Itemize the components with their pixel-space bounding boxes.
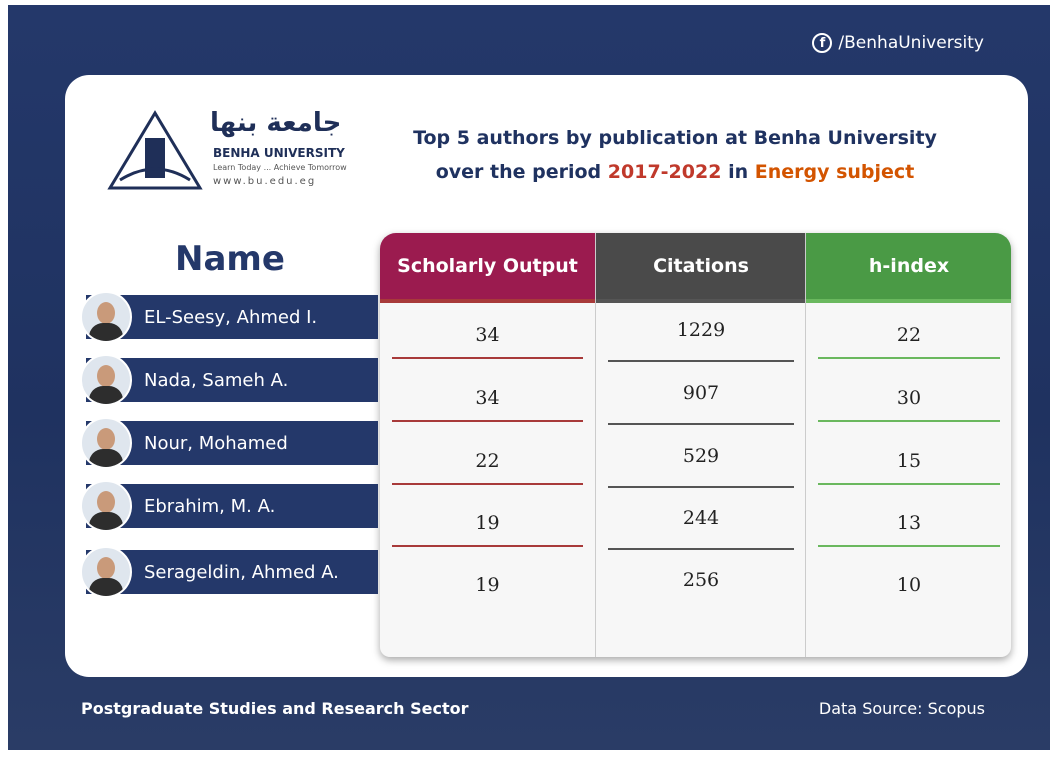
logo-name: BENHA UNIVERSITY xyxy=(213,146,345,160)
row-separator xyxy=(818,483,1000,485)
avatar-head xyxy=(97,302,115,324)
author-name: Nour, Mohamed xyxy=(86,421,378,465)
row-separator xyxy=(392,483,583,485)
social-text: /BenhaUniversity xyxy=(838,33,984,53)
avatar xyxy=(80,291,132,343)
row-separator xyxy=(392,420,583,422)
avatar-head xyxy=(97,365,115,387)
cell: 256 xyxy=(682,569,720,591)
social-handle: f/BenhaUniversity xyxy=(812,33,984,53)
row-separator xyxy=(818,545,1000,547)
footer-left: Postgraduate Studies and Research Sector xyxy=(81,699,469,718)
card: جامعة بنها BENHA UNIVERSITY Learn Today … xyxy=(65,75,1028,677)
avatar-head xyxy=(97,428,115,450)
avatar xyxy=(80,354,132,406)
row-separator xyxy=(392,357,583,359)
logo-tagline: Learn Today ... Achieve Tomorrow xyxy=(213,163,347,172)
cell: 244 xyxy=(682,507,720,529)
cell: 529 xyxy=(682,445,720,467)
author-name: EL-Seesy, Ahmed I. xyxy=(86,295,378,339)
avatar-body xyxy=(89,323,123,341)
column-header: h-index xyxy=(806,233,1011,303)
footer-right: Data Source: Scopus xyxy=(818,699,985,718)
avatar-head xyxy=(97,491,115,513)
column: Citations 1229 907 529 244 256 xyxy=(595,233,806,657)
avatar-head xyxy=(97,557,115,579)
title-period: 2017-2022 xyxy=(607,161,722,183)
row-separator xyxy=(608,486,794,488)
cell: 22 xyxy=(475,450,500,472)
background: f/BenhaUniversity جامعة بنها BENHA UNIVE… xyxy=(8,5,1050,750)
cell: 1229 xyxy=(676,319,726,341)
table: Scholarly Output 34 34 22 19 19 Citations 1229 9… xyxy=(380,233,1011,657)
cell: 30 xyxy=(896,387,922,409)
cell: 13 xyxy=(896,512,922,534)
row-separator xyxy=(818,420,1000,422)
column: h-index 22 30 15 13 10 xyxy=(805,233,1011,657)
cell: 19 xyxy=(475,512,500,534)
logo-arabic: جامعة بنها xyxy=(210,108,342,138)
avatar-body xyxy=(89,578,123,596)
cell: 10 xyxy=(896,574,922,596)
title-subject: Energy subject xyxy=(754,161,915,183)
row-separator xyxy=(608,360,794,362)
avatar xyxy=(80,546,132,598)
cell: 19 xyxy=(475,574,500,596)
cell: 22 xyxy=(896,324,922,346)
facebook-icon: f xyxy=(812,33,833,53)
title: Top 5 authors by publication at Benha Un… xyxy=(395,121,955,189)
author-name: Serageldin, Ahmed A. xyxy=(86,550,378,594)
avatar-body xyxy=(89,449,123,467)
row-separator xyxy=(608,548,794,550)
column-header: Scholarly Output xyxy=(380,233,595,303)
logo-emblem xyxy=(107,110,203,190)
avatar-body xyxy=(89,386,123,404)
cell: 15 xyxy=(896,450,922,472)
title-part: over the period xyxy=(435,161,602,183)
title-line: Top 5 authors by publication at Benha Un… xyxy=(413,127,937,149)
title-part: in xyxy=(728,161,749,183)
logo-url: www.bu.edu.eg xyxy=(213,176,317,187)
avatar xyxy=(80,480,132,532)
author-name: Ebrahim, M. A. xyxy=(86,484,378,528)
title-line: over the period 2017-2022 in Energy subj… xyxy=(395,155,955,189)
cell: 907 xyxy=(682,382,720,404)
logo: جامعة بنها BENHA UNIVERSITY Learn Today … xyxy=(105,108,355,198)
cell: 34 xyxy=(475,324,500,346)
name-header: Name xyxy=(175,239,285,279)
row-separator xyxy=(818,357,1000,359)
avatar xyxy=(80,417,132,469)
avatar-body xyxy=(89,512,123,530)
column-header: Citations xyxy=(596,233,806,303)
cell: 34 xyxy=(475,387,500,409)
author-name: Nada, Sameh A. xyxy=(86,358,378,402)
row-separator xyxy=(392,545,583,547)
column: Scholarly Output 34 34 22 19 19 xyxy=(380,233,595,657)
row-separator xyxy=(608,423,794,425)
